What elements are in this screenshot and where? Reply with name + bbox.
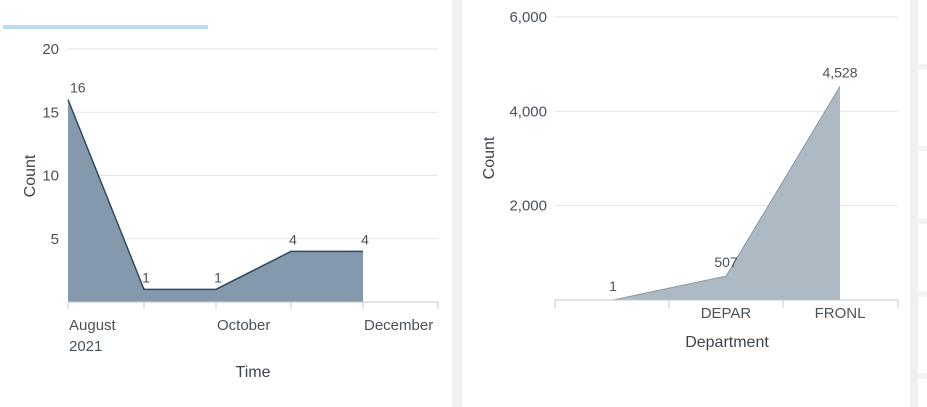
series-line xyxy=(67,99,363,291)
data-label: 16 xyxy=(70,80,86,96)
y-tick-label: 6,000 xyxy=(509,9,547,26)
edge-segment xyxy=(918,379,927,407)
edge-segment xyxy=(918,0,927,64)
data-label: 507 xyxy=(714,254,738,270)
series-line xyxy=(612,86,841,301)
data-label: 1 xyxy=(214,269,222,285)
edge-segment xyxy=(918,151,927,218)
edge-segment xyxy=(918,297,927,373)
y-tick-label: 10 xyxy=(42,168,59,185)
edge-segment xyxy=(918,70,927,146)
count-by-department-chart: 2,000 4,000 6,000 1 507 4,528 DEPAR FRONL Depart… xyxy=(481,9,899,351)
data-label: 4 xyxy=(289,231,297,247)
x-tick-label: October xyxy=(217,317,270,334)
y-tick-label: 15 xyxy=(42,104,59,121)
x-axis-title: Time xyxy=(236,364,271,381)
data-label: 4,528 xyxy=(822,64,857,80)
y-tick-label: 20 xyxy=(42,41,59,58)
count-over-time-chart: 5 10 15 20 16 1 1 4 4 August 2021 October December Ti… xyxy=(22,41,439,381)
y-axis-title: Count xyxy=(22,154,39,197)
x-tick-label: 2021 xyxy=(69,338,102,355)
data-label: 4 xyxy=(361,231,369,247)
x-tick-label: FRONL xyxy=(815,305,866,322)
x-tick-label: August xyxy=(69,317,117,334)
left-chart-panel: 5 10 15 20 16 1 1 4 4 August 2021 October December Ti… xyxy=(0,0,452,407)
y-tick-label: 4,000 xyxy=(509,103,547,120)
data-label: 1 xyxy=(142,269,150,285)
x-tick-label: December xyxy=(364,317,433,334)
y-axis-title: Count xyxy=(481,136,498,179)
series-area xyxy=(613,86,840,300)
y-tick-label: 5 xyxy=(51,231,59,248)
y-tick-label: 2,000 xyxy=(509,198,547,215)
series-area xyxy=(68,99,363,302)
edge-segment xyxy=(918,224,927,291)
right-chart-panel: 2,000 4,000 6,000 1 507 4,528 DEPAR FRONL Depart… xyxy=(462,0,910,407)
x-tick-label: DEPAR xyxy=(701,305,752,322)
title-underline xyxy=(3,25,208,29)
adjacent-panel-edge xyxy=(918,0,927,407)
x-axis-title: Department xyxy=(685,334,769,351)
data-label: 1 xyxy=(609,278,617,294)
